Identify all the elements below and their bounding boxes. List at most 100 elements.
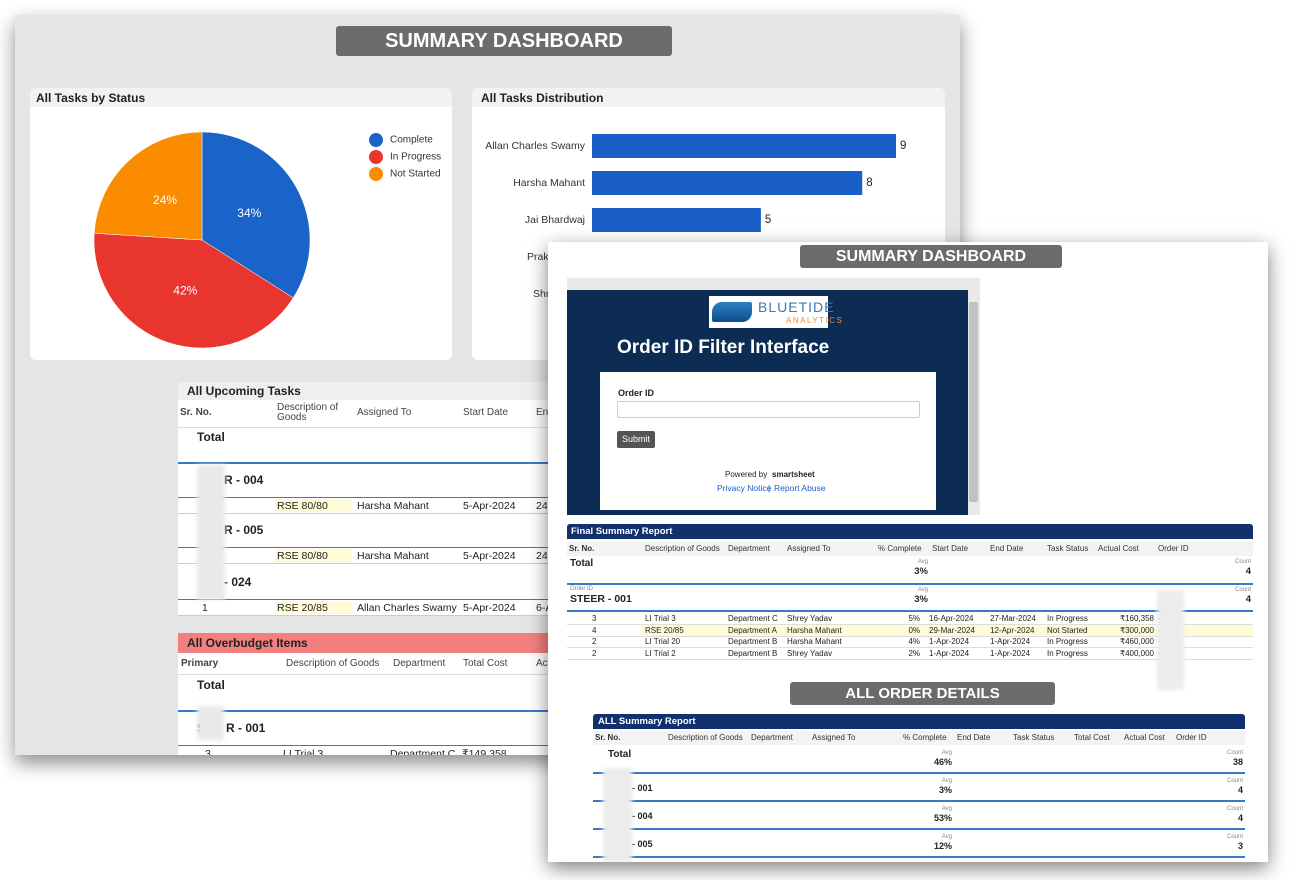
- column-header: Order ID: [1176, 733, 1207, 742]
- field-label: Order ID: [618, 388, 655, 398]
- redaction: [1157, 590, 1184, 690]
- column-header: En: [536, 407, 549, 418]
- category-label: Praka: [527, 251, 555, 263]
- column-header: Description of Goods: [645, 544, 720, 553]
- column-header: % Complete: [878, 544, 922, 553]
- pie-slice: [201, 131, 311, 299]
- separator: |: [768, 483, 771, 493]
- divider: [178, 599, 598, 600]
- count-caption: Count: [1226, 750, 1243, 756]
- form-card: [600, 372, 936, 510]
- column-header: End Date: [957, 733, 991, 742]
- divider: [178, 462, 598, 464]
- legend-marker: [369, 167, 383, 181]
- avg-value: 3%: [938, 785, 952, 795]
- divider: [593, 856, 1245, 858]
- avg-caption: Avg: [917, 587, 928, 593]
- avg-value: 3%: [914, 566, 928, 577]
- table-cell: LI Trial 20: [645, 637, 681, 646]
- table-cell: ₹300,000: [1119, 625, 1154, 635]
- link[interactable]: Privacy Notice: [717, 483, 772, 493]
- table-cell: ₹460,000: [1119, 637, 1154, 646]
- divider: [567, 583, 1253, 585]
- submit-button[interactable]: Submit: [617, 431, 655, 448]
- table-cell: Department B: [728, 648, 778, 658]
- divider: [593, 828, 1245, 830]
- brand: smartsheet: [772, 470, 815, 479]
- table-cell: LI Trial 3: [283, 748, 324, 755]
- count-value: 4: [1237, 813, 1243, 823]
- avg-caption: Avg: [941, 806, 952, 812]
- column-header: Description of Goods: [277, 402, 339, 423]
- group-label: R - 005: [224, 523, 264, 537]
- table-panel: [178, 382, 598, 615]
- logo-text: ANALYTICS: [786, 316, 844, 325]
- legend-label: In Progress: [390, 152, 441, 163]
- table-panel: [178, 633, 598, 755]
- table-cell: Department A: [728, 625, 777, 635]
- column-header: Department: [751, 733, 793, 742]
- scrollbar: [969, 302, 978, 502]
- desc-highlight: [275, 549, 352, 562]
- group-caption: Order ID: [570, 586, 594, 592]
- avg-caption: Avg: [941, 778, 952, 784]
- avg-value: 46%: [933, 757, 952, 767]
- column-header: Task Status: [1047, 544, 1089, 553]
- count-caption: Count: [1226, 778, 1243, 784]
- table-title: [178, 382, 598, 400]
- table-cell: In Progress: [1047, 637, 1088, 646]
- column-header: Start Date: [463, 407, 509, 418]
- table-cell: RSE 20/85: [277, 602, 328, 614]
- legend-marker: [369, 133, 383, 147]
- divider: [178, 745, 598, 746]
- count-value: 4: [1245, 566, 1251, 577]
- avg-caption: Avg: [917, 559, 928, 565]
- table-cell: ₹149,358: [462, 748, 507, 755]
- form-heading: Order ID Filter Interface: [617, 337, 830, 358]
- column-header: Department: [393, 658, 446, 669]
- group-label: - 001: [632, 783, 653, 793]
- header-row: [567, 541, 1253, 556]
- table-cell: 5-Apr-2024: [463, 602, 516, 614]
- table-cell: Department B: [728, 637, 778, 646]
- table-cell: 1-Apr-2024: [929, 648, 970, 658]
- text-input[interactable]: [617, 401, 920, 418]
- legend-marker: [369, 150, 383, 164]
- divider: [178, 497, 598, 498]
- chart: Allan Charles Swamy 9 Harsha Mahant 8 Jai Bh…: [485, 134, 906, 300]
- table-title: [178, 633, 598, 653]
- category-label: Jai Bhardwaj: [525, 214, 585, 226]
- pie-slice: [93, 232, 294, 349]
- slice-label: 42%: [173, 284, 197, 298]
- row-line: [178, 563, 598, 564]
- count-caption: Count: [1234, 559, 1251, 565]
- bar: [592, 208, 761, 232]
- table-cell: Allan Charles Swamy: [357, 602, 457, 614]
- count-value: 4: [1237, 785, 1243, 795]
- report-title-bar: [593, 714, 1245, 729]
- column-header: Sr. No.: [595, 733, 621, 742]
- divider: [178, 710, 598, 712]
- table-cell: 2%: [908, 648, 920, 658]
- divider: [593, 800, 1245, 802]
- front-window: SUMMARY DASHBOARD BLUETIDE ANALYTICS Order …: [548, 242, 1268, 862]
- table-cell: Harsha Mahant: [357, 500, 429, 512]
- table-cell: Harsha Mahant: [787, 637, 842, 646]
- row-line: [567, 647, 1253, 648]
- table-cell: ₹400,000: [1119, 648, 1154, 658]
- table-cell: RSE 20/85: [645, 625, 684, 635]
- link[interactable]: Report Abuse: [774, 483, 826, 493]
- count-caption: Count: [1226, 806, 1243, 812]
- table-cell: 2: [592, 648, 597, 658]
- table-cell: RSE 80/80: [277, 550, 328, 562]
- table-cell: Department C: [390, 748, 456, 755]
- column-header: Assigned To: [812, 733, 856, 742]
- logo-text: BLUETIDE: [758, 299, 835, 315]
- column-header: Start Date: [932, 544, 969, 553]
- column-header: Sr. No.: [569, 544, 595, 553]
- redaction: [603, 768, 632, 862]
- category-label: Allan Charles Swamy: [485, 140, 586, 152]
- count-value: 4: [1245, 594, 1251, 605]
- report-title: ALL Summary Report: [598, 716, 696, 727]
- count-caption: Count: [1234, 587, 1251, 593]
